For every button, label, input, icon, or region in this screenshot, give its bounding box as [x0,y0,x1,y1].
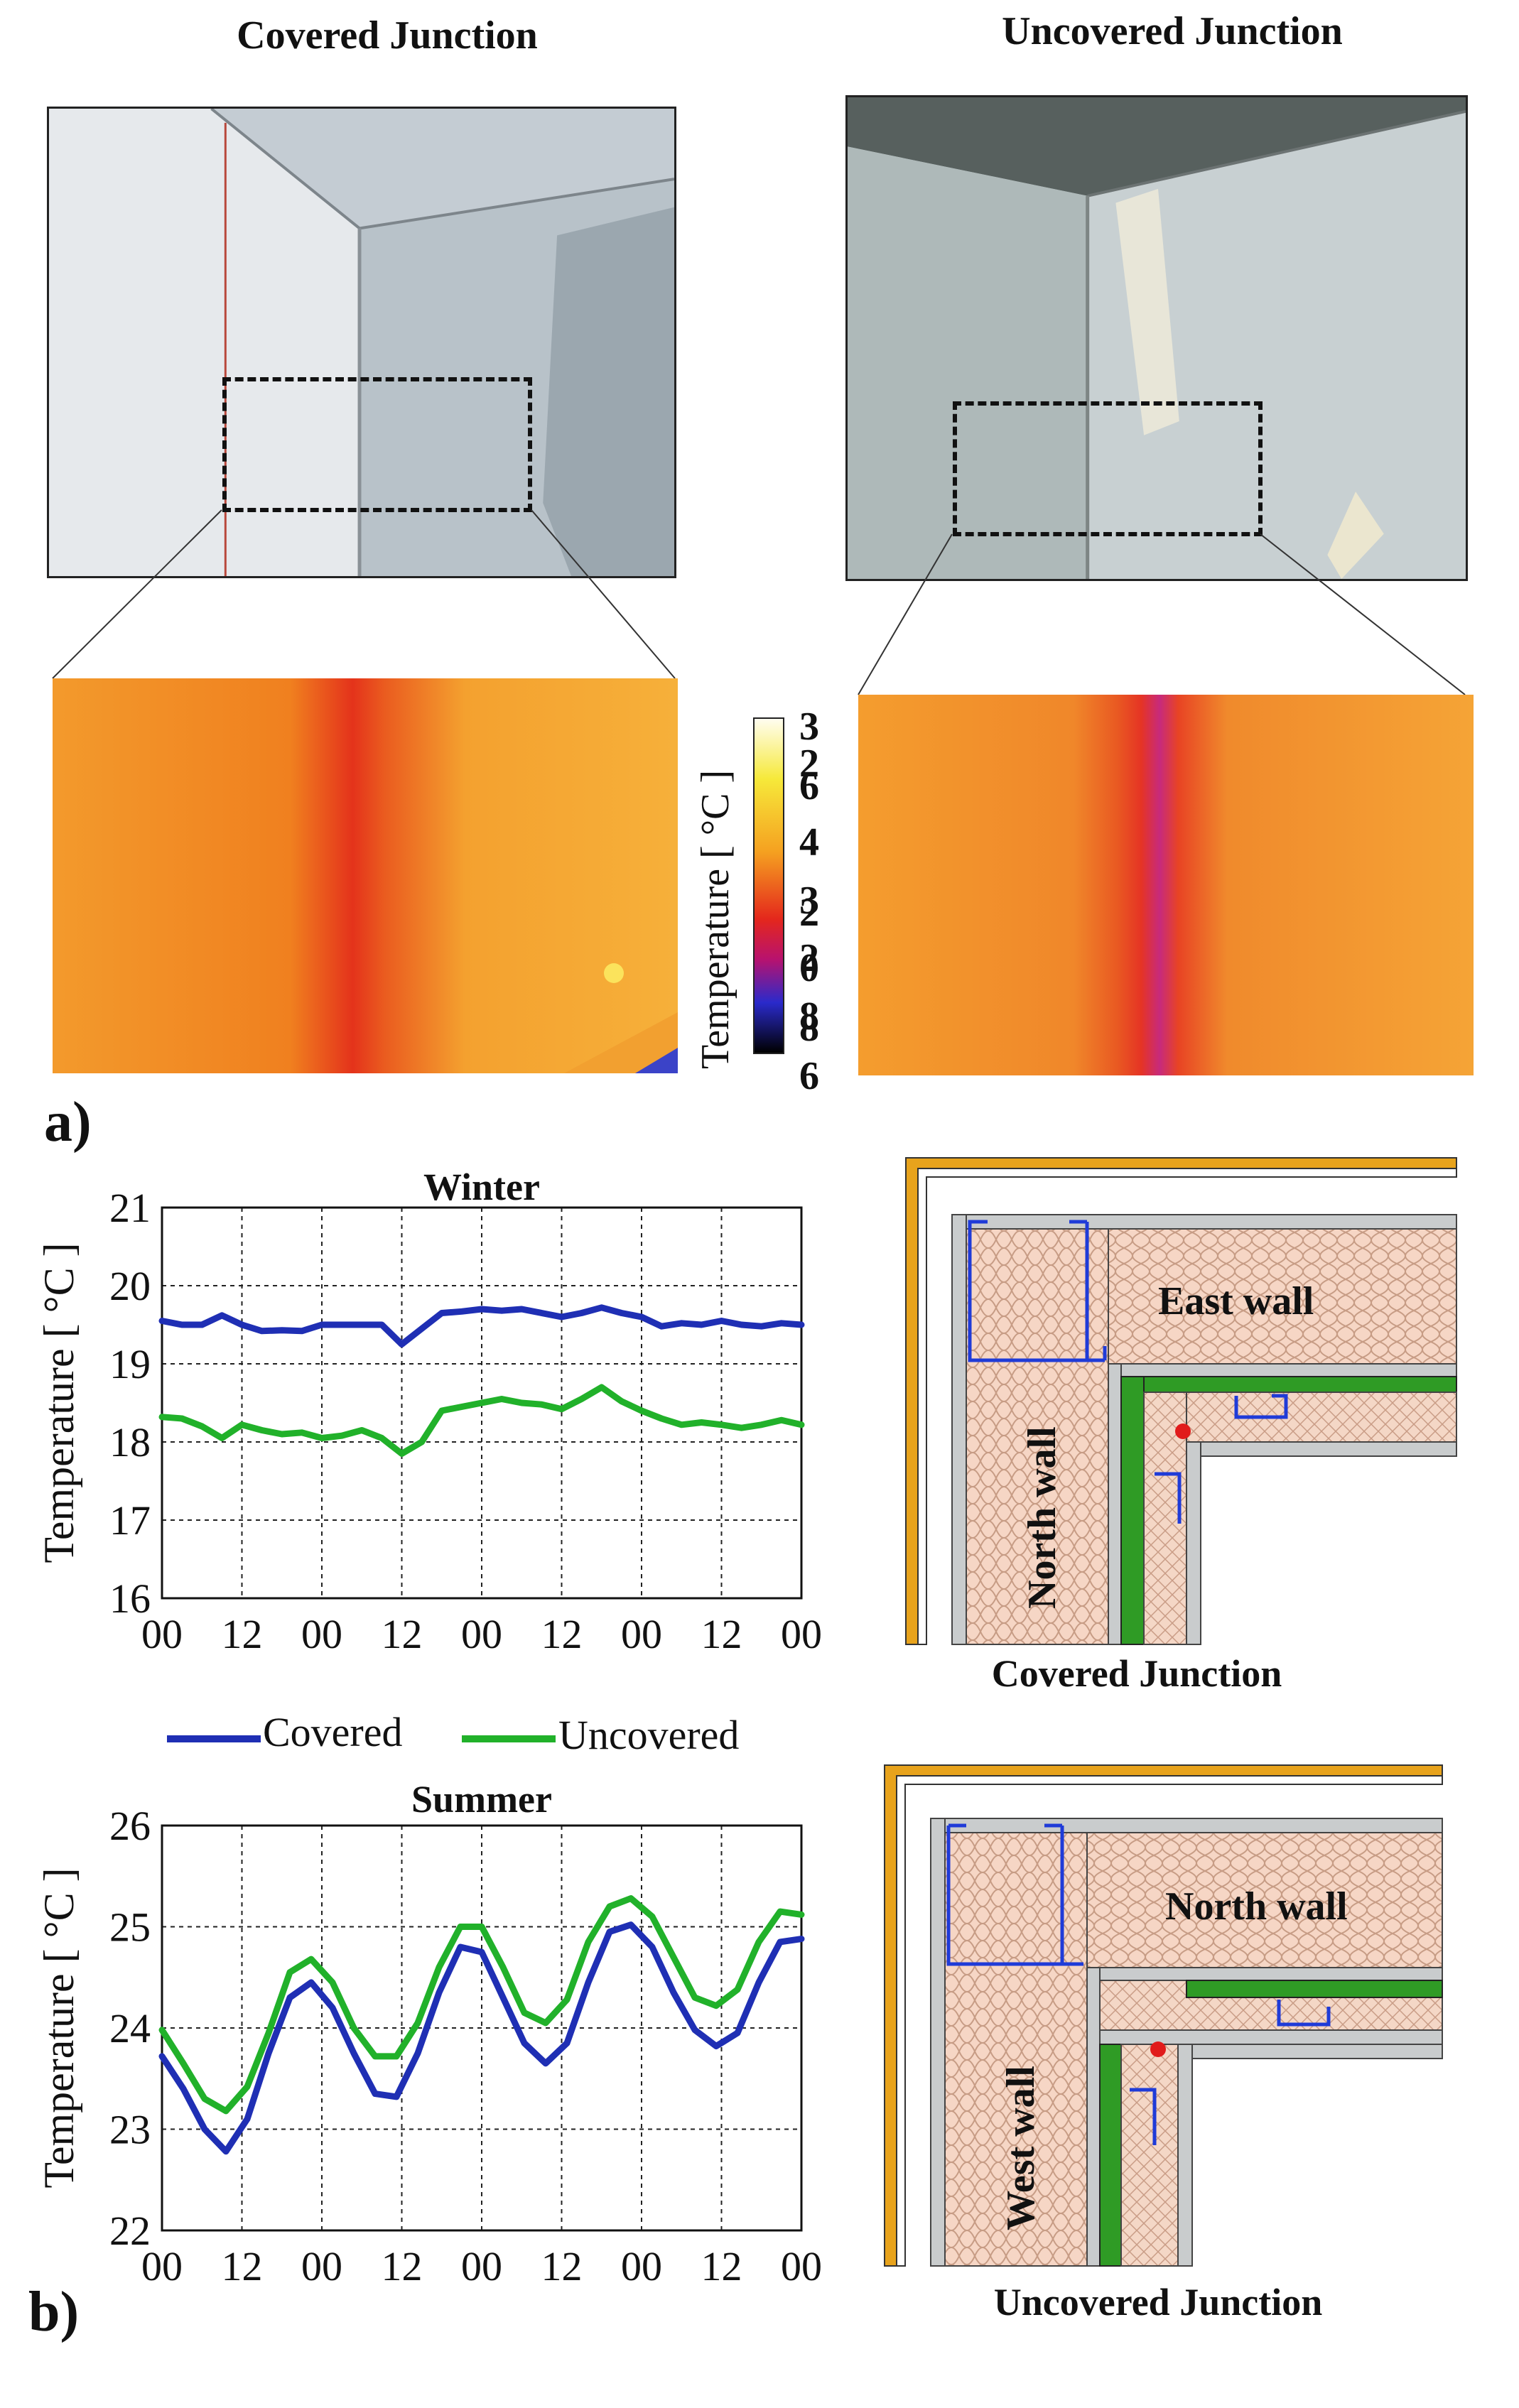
colorbar-tick: 6 [799,1054,819,1098]
legend-covered-swatch [167,1735,261,1742]
colorbar-tick: 3 [799,705,819,749]
colorbar-label: Temperature [ °C ] [693,769,737,1069]
covered-thermal-image [53,678,678,1073]
legend-uncovered-swatch [462,1735,556,1742]
y-tick-label: 21 [109,1185,151,1231]
colorbar-tick: 6 [799,764,819,808]
y-axis-label: Temperature [ °C ] [36,1867,82,2188]
x-tick-label: 12 [541,2243,583,2289]
colorbar-tick: 0 [799,946,819,990]
uncovered-diagram-wall-a: North wall [1165,1884,1348,1929]
x-tick-label: 00 [141,2243,183,2289]
x-tick-label: 00 [781,1611,822,1657]
uncovered-junction-diagram: North wall West wall [884,1764,1443,2267]
x-tick-label: 00 [621,2243,662,2289]
covered-zoom-region [222,377,532,512]
panel-b-label: b) [28,2281,80,2343]
uncovered-room-photo [845,95,1468,581]
x-tick-label: 00 [141,1611,183,1657]
temperature-colorbar [753,717,784,1054]
winter-chart-title: Winter [423,1166,540,1208]
covered-photo-title: Covered Junction [237,13,538,58]
series-line-uncovered [158,1384,805,1457]
y-tick-label: 20 [109,1263,151,1309]
x-tick-label: 12 [541,1611,583,1657]
y-tick-label: 25 [109,1904,151,1951]
colorbar-tick: 2 [799,742,819,786]
colorbar-tick: 8 [799,1006,819,1050]
series-line-uncovered [158,1895,805,2115]
colorbar-ticks: 3 2 6 4 3 2 2 0 8 8 6 [799,707,842,1105]
series-line-covered [158,1304,805,1347]
x-tick-label: 12 [222,2243,263,2289]
colorbar-tick: 8 [799,994,819,1038]
colorbar-tick: 4 [799,820,819,864]
legend-uncovered-label: Uncovered [558,1712,740,1758]
uncovered-zoom-region [953,401,1263,536]
covered-diagram-wall-b: North wall [1020,1426,1064,1609]
y-tick-label: 19 [109,1341,151,1387]
y-tick-label: 26 [109,1803,151,1849]
y-tick-label: 16 [109,1575,151,1622]
uncovered-photo-title: Uncovered Junction [1002,9,1343,53]
y-tick-label: 23 [109,2107,151,2153]
x-tick-label: 00 [301,2243,342,2289]
series-line-covered [158,1921,805,2155]
y-axis-label: Temperature [ °C ] [36,1242,82,1563]
x-tick-label: 12 [222,1611,263,1657]
x-tick-label: 00 [461,1611,502,1657]
colorbar-tick: 2 [799,891,819,935]
summer-chart-title: Summer [411,1778,552,1821]
zoom-connectors [52,509,1466,695]
x-tick-label: 00 [461,2243,502,2289]
x-tick-label: 12 [382,2243,423,2289]
uncovered-diagram-caption: Uncovered Junction [993,2281,1323,2323]
chart-legend: Covered Uncovered [163,1708,803,1772]
x-tick-label: 12 [382,1611,423,1657]
panel-a-label: a) [44,1091,92,1154]
colorbar-tick: 2 [799,936,819,980]
uncovered-thermal-image [858,695,1474,1075]
x-tick-label: 00 [301,1611,342,1657]
summer-temperature-chart: 00 12 00 12 00 12 00 12 002223242526Temperature … [36,1803,822,2289]
covered-room-photo [47,107,676,578]
y-tick-label: 17 [109,1497,151,1544]
legend-covered-label: Covered [263,1709,403,1755]
y-tick-label: 18 [109,1419,151,1465]
uncovered-diagram-wall-b: West wall [999,2066,1043,2230]
y-tick-label: 22 [109,2208,151,2254]
covered-diagram-caption: Covered Junction [991,1652,1282,1695]
covered-diagram-wall-a: East wall [1158,1279,1314,1323]
x-tick-label: 00 [621,1611,662,1657]
winter-temperature-chart: 00 12 00 12 00 12 00 12 00161718192021Temperatur… [36,1185,822,1657]
x-tick-label: 00 [781,2243,822,2289]
x-tick-label: 12 [701,1611,742,1657]
plot-frame [161,1206,803,1600]
uncovered-room-photo-image [848,97,1466,579]
colorbar-tick: 3 [799,879,819,923]
covered-junction-diagram: East wall North wall [905,1157,1457,1645]
y-tick-label: 24 [109,2005,151,2051]
x-tick-label: 12 [701,2243,742,2289]
